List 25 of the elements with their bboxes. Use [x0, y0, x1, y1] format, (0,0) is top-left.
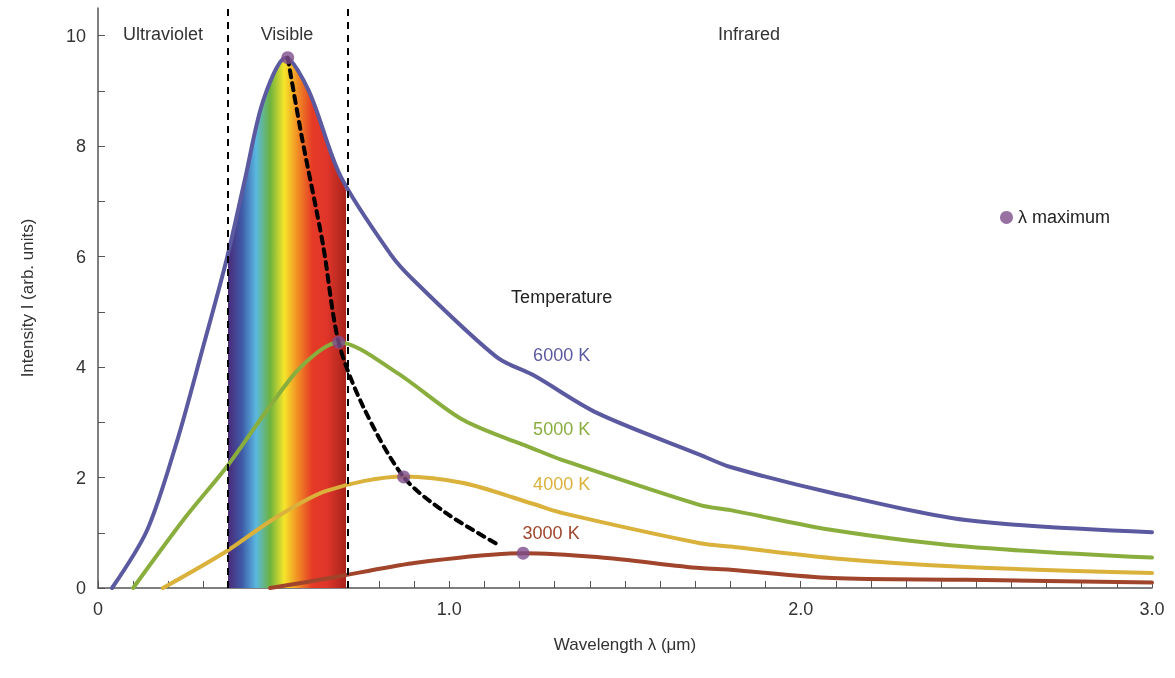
y-tick-label: 0: [75, 578, 86, 598]
legend-label: λ maximum: [1018, 207, 1111, 228]
point: [516, 546, 530, 560]
annotation: Infrared: [718, 24, 781, 44]
x-axis-title: Wavelength λ (μm): [553, 635, 697, 654]
series-label: 3000 K: [522, 523, 580, 544]
x-tick-label: 2.0: [788, 599, 814, 619]
point: [332, 335, 346, 349]
y-tick-label: 8: [75, 136, 86, 157]
y-axis-title: Intensity I (arb. units): [18, 218, 37, 378]
y-tick-label: 2: [75, 467, 86, 488]
annotation: Visible: [260, 24, 314, 44]
series-label: 6000 K: [533, 345, 591, 366]
x-tick-label: 0: [92, 599, 104, 619]
x-tick-label: 3.0: [1139, 599, 1165, 619]
series-label: 5000 K: [533, 418, 591, 439]
annotation: Ultraviolet: [122, 24, 204, 44]
legend-title: Temperature: [511, 287, 613, 308]
y-tick-label: 6: [75, 246, 86, 267]
y-tick-label: 10: [65, 25, 86, 46]
series-label: 4000 K: [533, 474, 591, 495]
point: [397, 470, 411, 484]
y-tick-label: 4: [75, 357, 86, 378]
x-tick-label: 1.0: [436, 599, 462, 619]
point: [281, 51, 295, 65]
